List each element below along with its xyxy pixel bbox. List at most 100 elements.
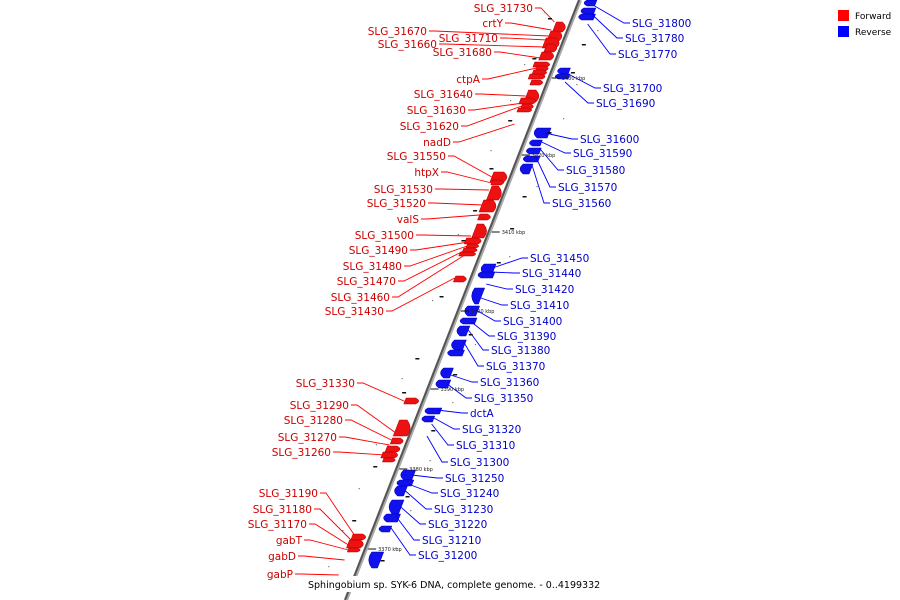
forward-leader-line bbox=[429, 30, 549, 37]
minor-tick bbox=[352, 520, 357, 522]
forward-gene-label: SLG_31520 bbox=[367, 198, 426, 210]
minor-tick bbox=[373, 466, 378, 468]
forward-gene-label: SLG_31430 bbox=[325, 306, 384, 318]
minor-tick bbox=[415, 358, 420, 360]
forward-gene-label: SLG_31550 bbox=[387, 151, 446, 163]
minor-tick bbox=[547, 132, 552, 134]
reverse-leader-line bbox=[594, 5, 630, 24]
forward-gene-label: SLG_31290 bbox=[290, 400, 349, 412]
reverse-gene-block bbox=[456, 325, 471, 337]
forward-leader-line bbox=[535, 7, 555, 23]
minor-tick bbox=[508, 120, 513, 122]
forward-gene-label: SLG_31620 bbox=[400, 121, 459, 133]
forward-leader-line bbox=[421, 214, 480, 220]
gene-labels: SLG_31730 crtY SLG_31670 SLG_31710SLG_31660… bbox=[248, 3, 692, 581]
forward-gene-block bbox=[382, 457, 396, 463]
minor-dot bbox=[452, 402, 454, 404]
forward-leader-line bbox=[453, 123, 515, 143]
genome-backbone bbox=[344, 0, 580, 600]
forward-gene-block bbox=[516, 107, 533, 113]
minor-dot bbox=[342, 530, 344, 532]
reverse-gene-label: SLG_31420 bbox=[515, 284, 574, 296]
reverse-gene-block bbox=[378, 525, 393, 533]
forward-gene-label: SLG_31190 bbox=[259, 488, 318, 500]
reverse-leader-line bbox=[490, 271, 520, 274]
minor-dot bbox=[432, 300, 434, 302]
forward-leader-line bbox=[357, 382, 407, 403]
reverse-gene-label: SLG_31300 bbox=[450, 457, 509, 469]
legend-reverse-swatch bbox=[838, 26, 849, 37]
minor-tick bbox=[496, 262, 501, 264]
reverse-leader-line bbox=[467, 329, 489, 351]
minor-dot bbox=[474, 344, 477, 346]
forward-gene-label: SLG_31530 bbox=[374, 184, 433, 196]
forward-gene-label: SLG_31670 bbox=[368, 26, 427, 38]
minor-dot bbox=[544, 12, 546, 14]
minor-tick bbox=[431, 430, 436, 432]
forward-leader-line bbox=[339, 436, 390, 446]
reverse-gene-label: SLG_31230 bbox=[434, 504, 493, 516]
forward-gene-label: SLG_31640 bbox=[414, 89, 473, 101]
reverse-leader-line bbox=[486, 283, 513, 290]
forward-leader-line bbox=[505, 22, 552, 31]
forward-gene-block bbox=[452, 275, 467, 283]
reverse-gene-label: SLG_31690 bbox=[596, 98, 655, 110]
forward-leader-line bbox=[461, 105, 522, 127]
minor-dot bbox=[490, 150, 492, 152]
reverse-gene-label: SLG_31440 bbox=[522, 268, 581, 280]
forward-leader-line bbox=[441, 171, 492, 184]
forward-leader-line bbox=[295, 573, 339, 576]
minor-dot bbox=[401, 378, 403, 380]
forward-gene-block bbox=[461, 247, 478, 253]
reverse-gene-label: SLG_31800 bbox=[632, 18, 691, 30]
reverse-leader-line bbox=[463, 341, 484, 367]
reverse-gene-block bbox=[451, 339, 467, 351]
legend-forward-swatch bbox=[838, 10, 849, 21]
reverse-gene-label: SLG_31250 bbox=[445, 473, 504, 485]
forward-gene-label: SLG_31710 bbox=[439, 33, 498, 45]
forward-leader-line bbox=[404, 245, 468, 267]
forward-gene-block bbox=[489, 171, 508, 183]
genome-caption: Sphingobium sp. SYK-6 DNA, complete geno… bbox=[308, 580, 600, 591]
reverse-gene-label: SLG_31370 bbox=[486, 361, 545, 373]
reverse-gene-block bbox=[447, 349, 465, 357]
reverse-leader-line bbox=[431, 423, 454, 446]
reverse-gene-block bbox=[424, 407, 443, 415]
forward-gene-block bbox=[518, 97, 537, 105]
forward-gene-label: SLG_31260 bbox=[272, 447, 331, 459]
reverse-gene-label: SLG_31240 bbox=[440, 488, 499, 500]
reverse-gene-label: SLG_31320 bbox=[462, 424, 521, 436]
reverse-leader-line bbox=[446, 383, 472, 399]
forward-gene-block bbox=[477, 213, 491, 221]
forward-gene-label: SLG_31660 bbox=[378, 39, 437, 51]
reverse-gene-label: SLG_31380 bbox=[491, 345, 550, 357]
forward-gene-label: htpX bbox=[414, 167, 439, 179]
reverse-leader-line bbox=[564, 81, 594, 104]
forward-gene-block bbox=[380, 451, 398, 459]
reverse-leader-line bbox=[545, 132, 578, 140]
reverse-leader-line bbox=[450, 374, 478, 383]
minor-tick bbox=[570, 72, 575, 74]
minor-tick bbox=[461, 240, 466, 242]
forward-gene-label: SLG_31630 bbox=[407, 105, 466, 117]
minor-tick bbox=[581, 44, 586, 46]
forward-leader-line bbox=[333, 451, 386, 456]
reverse-gene-label: SLG_31570 bbox=[558, 182, 617, 194]
scale-tick-label: 3370 kbp bbox=[378, 547, 402, 553]
forward-gene-block bbox=[346, 547, 361, 553]
forward-leader-line bbox=[500, 37, 548, 41]
forward-leader-line bbox=[345, 419, 392, 441]
reverse-gene-label: SLG_31700 bbox=[603, 83, 662, 95]
label-leaders bbox=[295, 5, 630, 576]
legend-reverse-label: Reverse bbox=[855, 28, 892, 38]
forward-leader-line bbox=[410, 241, 469, 251]
reverse-gene-block bbox=[368, 551, 385, 569]
minor-dot bbox=[576, 84, 578, 86]
forward-leader-line bbox=[304, 539, 349, 551]
reverse-gene-label: SLG_31200 bbox=[418, 550, 477, 562]
reverse-gene-label: SLG_31390 bbox=[497, 331, 556, 343]
reverse-gene-block bbox=[440, 367, 454, 379]
minor-dot bbox=[510, 100, 512, 102]
forward-gene-label: crtY bbox=[482, 18, 503, 30]
reverse-leader-line bbox=[471, 321, 495, 337]
